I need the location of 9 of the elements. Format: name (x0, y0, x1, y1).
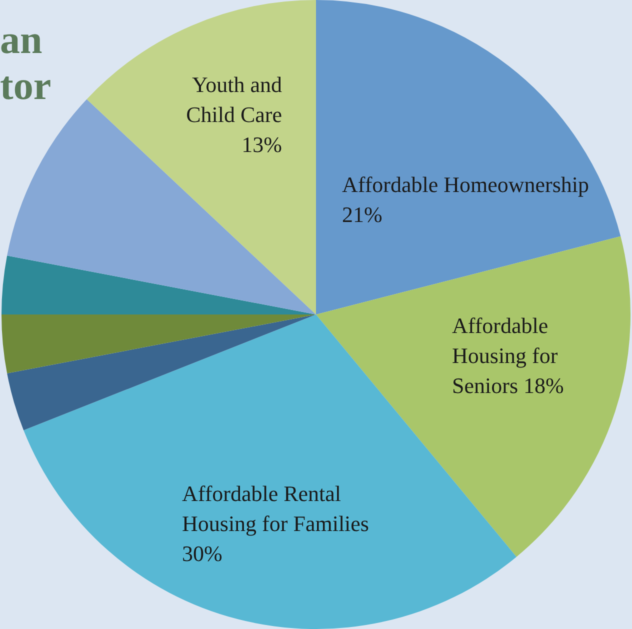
slice-label: Affordable Rental Housing for Families (182, 480, 369, 536)
data-label: 30% (182, 540, 222, 566)
slice-label: Affordable Homeownership (342, 172, 590, 197)
slice-label: Affordable Housing for Seniors 18% (452, 312, 564, 398)
text: an (0, 17, 42, 62)
data-label: 21% (342, 202, 382, 227)
data-label: 13% (242, 132, 282, 157)
slice-label: Youth and Child Care (186, 72, 282, 127)
text: tor (0, 63, 52, 108)
